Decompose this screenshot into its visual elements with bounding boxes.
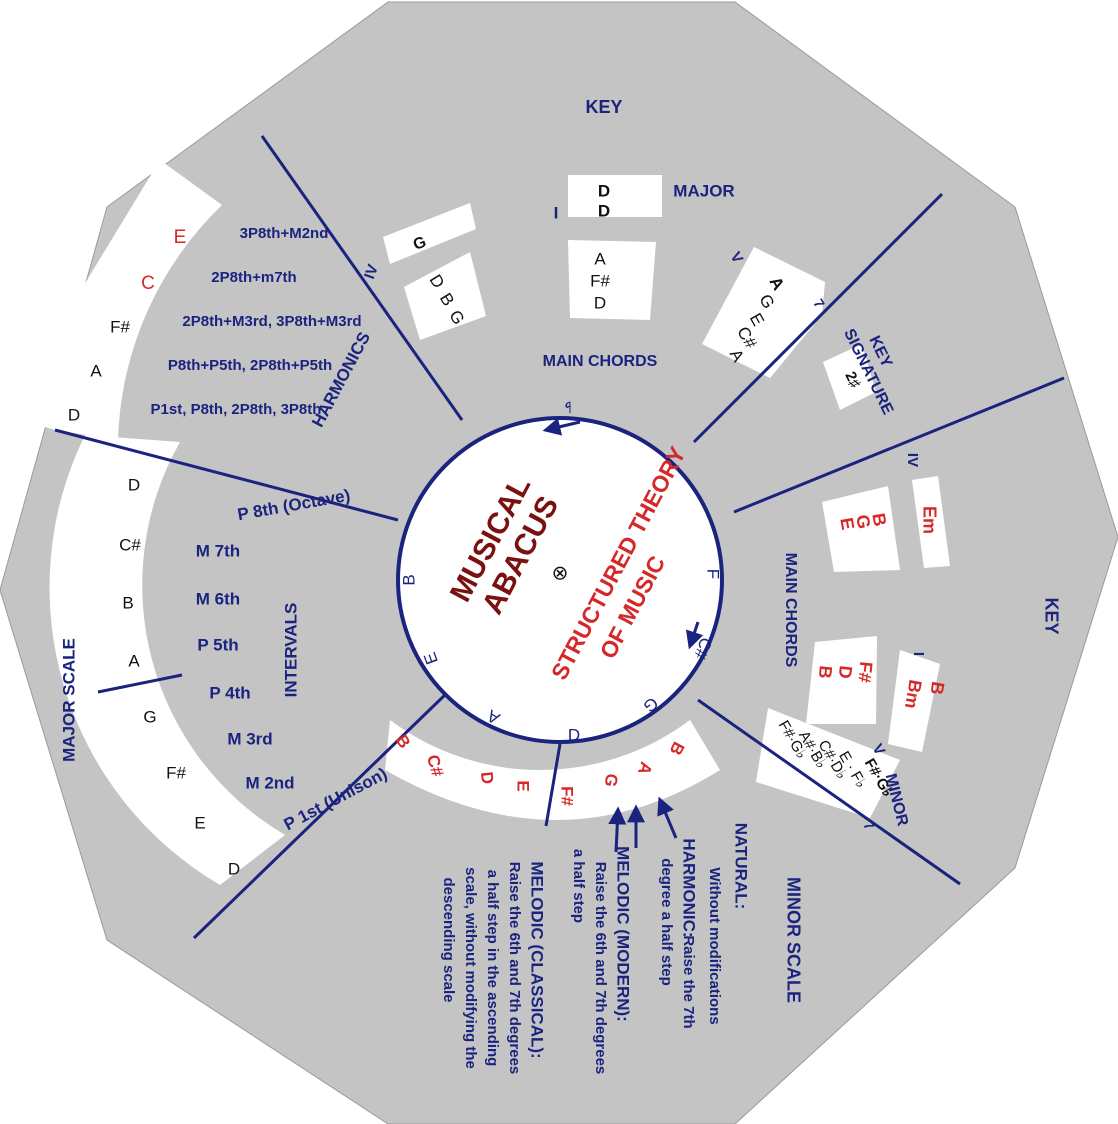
flat-symbol: ♭ bbox=[564, 398, 571, 415]
key-signature-value: 2♯ bbox=[841, 369, 863, 391]
interval-note-g: G bbox=[143, 707, 156, 726]
interval-name-m7: M 7th bbox=[196, 541, 240, 560]
harmonics-panel bbox=[5, 160, 222, 440]
major-iv-root-panel bbox=[383, 203, 476, 264]
major-scale-label: MAJOR SCALE bbox=[59, 638, 78, 762]
minor-iv-chord-panel bbox=[822, 486, 900, 572]
minor-v-chord-panel bbox=[756, 708, 900, 818]
harmonics-note-a: A bbox=[90, 361, 102, 380]
white-panels bbox=[5, 160, 950, 885]
interval-note-b: B bbox=[122, 593, 133, 612]
interval-note-d-bottom: D bbox=[228, 859, 240, 878]
interval-note-fsharp: F# bbox=[166, 763, 186, 782]
minor-iv-root-panel bbox=[912, 476, 950, 568]
flat-arrow bbox=[542, 417, 581, 436]
minor-iv-chord-note-1: B bbox=[868, 512, 890, 528]
minor-iv-chord-note-2: G bbox=[852, 513, 874, 530]
main-chords-top-label: MAIN CHORDS bbox=[543, 353, 658, 370]
major-scale-panel bbox=[49, 435, 285, 885]
harmonic-text-2: degree a half step bbox=[658, 858, 675, 986]
minor-scale-note-e: E bbox=[514, 780, 533, 791]
sharp-arrow bbox=[686, 621, 704, 650]
natural-title: NATURAL: bbox=[732, 823, 751, 910]
key-signature-panel bbox=[823, 344, 876, 410]
major-tonic-chord-note-2: F# bbox=[590, 271, 610, 290]
ring-note-b: B bbox=[399, 574, 418, 585]
interval-name-m2: M 2nd bbox=[245, 773, 294, 792]
major-iv-chord-panel bbox=[404, 252, 486, 340]
arrows bbox=[542, 417, 704, 853]
modern-text-1: Raise the 6th and 7th degrees bbox=[592, 862, 609, 1075]
minor-scale-panel bbox=[385, 720, 720, 820]
interval-note-e: E bbox=[194, 813, 205, 832]
major-tonic-top: D bbox=[598, 181, 610, 200]
major-tonic-chord-note-3: D bbox=[594, 293, 606, 312]
minor-scale-label: MINOR SCALE bbox=[783, 877, 803, 1003]
minor-i-chord-note-3: B bbox=[815, 665, 836, 680]
minor-degree-iv: IV bbox=[904, 453, 921, 467]
harmonic-interval-1: 3P8th+M2nd bbox=[240, 225, 329, 242]
harmonic-text-1: Raise the 7th bbox=[680, 935, 697, 1028]
major-label: MAJOR bbox=[673, 181, 734, 200]
minor-i-chord-note-2: D bbox=[835, 665, 856, 680]
major-tonic-chord-note-1: A bbox=[594, 249, 606, 268]
main-chords-right-label: MAIN CHORDS bbox=[782, 553, 799, 668]
classical-text-1: Raise the 6th and 7th degrees bbox=[506, 862, 523, 1075]
interval-name-m6: M 6th bbox=[196, 589, 240, 608]
modern-title: MELODIC (MODERN): bbox=[614, 846, 633, 1022]
minor-scale-note-g: G bbox=[600, 772, 621, 788]
minor-i-root-2: Bm bbox=[901, 678, 926, 710]
classical-text-3: scale, without modifying the bbox=[462, 867, 479, 1069]
minor-i-chord-panel bbox=[806, 636, 877, 724]
minor-i-chord-note-1: F# bbox=[854, 661, 876, 684]
divider-lines bbox=[54, 135, 1065, 940]
classical-arrow bbox=[608, 806, 627, 853]
harmonic-arrow bbox=[657, 796, 678, 839]
harmonics-note-d: D bbox=[68, 405, 80, 424]
major-tonic-panel bbox=[568, 175, 662, 217]
harmonics-note-e: E bbox=[174, 227, 187, 248]
minor-i-root: B bbox=[926, 680, 948, 696]
interval-name-p4: P 4th bbox=[209, 683, 250, 702]
minor-scale-note-a: A bbox=[634, 760, 656, 778]
key-top-label: KEY bbox=[585, 97, 622, 117]
harmonic-interval-5: P1st, P8th, 2P8th, 3P8th bbox=[151, 401, 322, 418]
minor-degree-i: I bbox=[910, 652, 927, 656]
center-mark: ⊗ bbox=[552, 562, 569, 584]
ring-note-d: D bbox=[568, 725, 580, 744]
interval-note-a: A bbox=[128, 651, 140, 670]
harmonic-interval-3: 2P8th+M3rd, 3P8th+M3rd bbox=[182, 313, 361, 330]
interval-note-d-top: D bbox=[128, 475, 140, 494]
interval-note-csharp: C# bbox=[119, 535, 141, 554]
minor-scale-note-fsharp: F# bbox=[558, 786, 577, 806]
ring-note-f: F bbox=[704, 569, 723, 579]
interval-name-m3: M 3rd bbox=[227, 729, 272, 748]
minor-scale-note-d: D bbox=[477, 771, 497, 785]
major-degree-i: I bbox=[554, 203, 559, 222]
harmonics-note-fsharp: F# bbox=[110, 317, 130, 336]
major-v-chord-panel bbox=[702, 247, 825, 378]
intervals-label: INTERVALS bbox=[281, 603, 300, 698]
harmonic-interval-4: P8th+P5th, 2P8th+P5th bbox=[168, 357, 332, 374]
key-right-label: KEY bbox=[1041, 597, 1061, 634]
modern-text-2: a half step bbox=[570, 849, 587, 923]
minor-iv-root: Em bbox=[919, 506, 939, 534]
minor-i-root-panel bbox=[888, 650, 940, 752]
harmonic-title: HARMONIC: bbox=[680, 838, 699, 937]
classical-text-4: descending scale bbox=[440, 877, 457, 1002]
harmonics-note-c: C bbox=[141, 273, 155, 294]
natural-text: Without modifications bbox=[706, 867, 723, 1024]
classical-title: MELODIC (CLASSICAL): bbox=[528, 861, 547, 1058]
minor-iv-chord-note-3: E bbox=[836, 516, 858, 531]
major-tonic-bottom: D bbox=[598, 201, 610, 220]
interval-name-p5: P 5th bbox=[197, 635, 238, 654]
major-tonic-chord-panel bbox=[568, 240, 656, 320]
classical-text-2: a half step in the ascending bbox=[484, 870, 501, 1067]
harmonic-interval-2: 2P8th+m7th bbox=[211, 269, 296, 286]
major-degree-iv: IV bbox=[361, 262, 382, 281]
major-iv-root: G bbox=[411, 234, 429, 254]
